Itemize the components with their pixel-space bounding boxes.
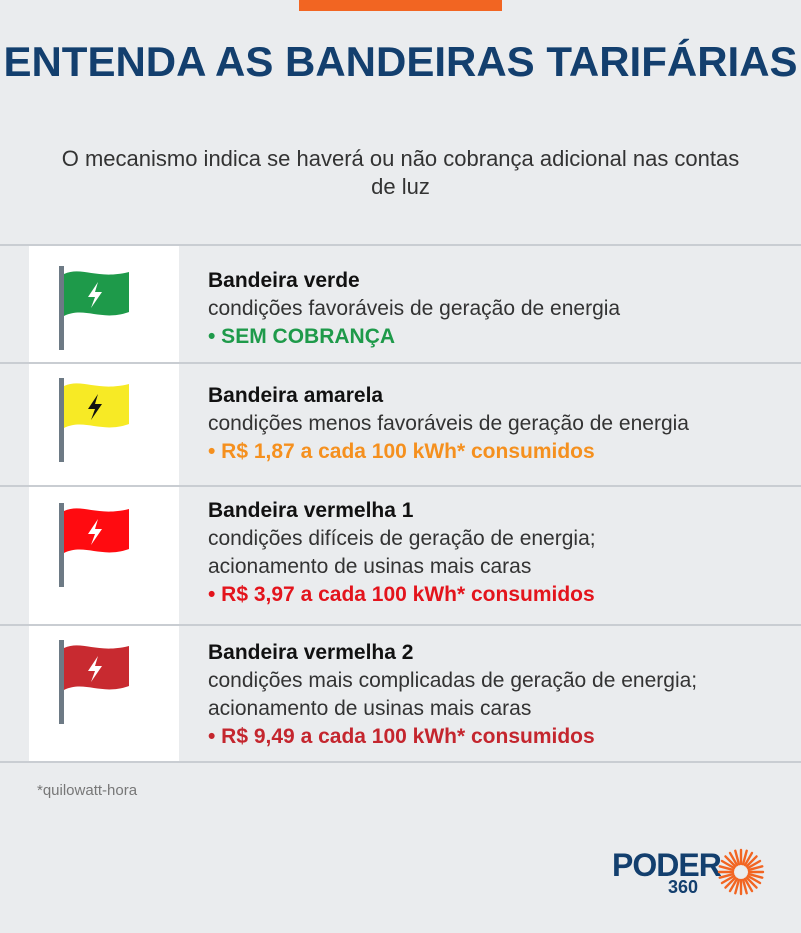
- sun-ray: [724, 876, 737, 889]
- flag-name: Bandeira vermelha 1: [208, 499, 414, 522]
- sun-ray: [747, 865, 764, 872]
- logo-number: 360: [668, 877, 699, 897]
- footnote: *quilowatt-hora: [37, 782, 138, 799]
- logo-word: PODER: [612, 847, 722, 883]
- flag-name: Bandeira vermelha 2: [208, 641, 414, 664]
- sun-ray: [718, 865, 735, 872]
- page-title: ENTENDA AS BANDEIRAS TARIFÁRIAS: [0, 38, 801, 85]
- flag-icon-cell: [29, 364, 179, 485]
- red-flag-icon: [59, 503, 129, 587]
- sun-ray: [718, 872, 735, 879]
- flag-icon-cell: [29, 487, 179, 624]
- flag-name: Bandeira amarela: [208, 384, 384, 407]
- sun-ray: [724, 855, 737, 868]
- poder360-logo: PODER 360: [612, 848, 772, 898]
- flag-description: condições favoráveis de geração de energ…: [208, 297, 621, 320]
- sun-ray: [743, 851, 754, 867]
- sun-icon: [717, 848, 765, 896]
- flag-description: condições difíceis de geração de energia…: [208, 527, 596, 578]
- sun-ray: [728, 877, 739, 893]
- flag-description: condições menos favoráveis de geração de…: [208, 412, 689, 435]
- sun-ray: [747, 872, 764, 879]
- flag-cost: • R$ 3,97 a cada 100 kWh* consumidos: [208, 583, 595, 606]
- flag-description: condições mais complicadas de geração de…: [208, 669, 698, 720]
- sun-ray: [746, 859, 762, 870]
- dark-red-flag-icon: [59, 640, 129, 724]
- sun-ray: [745, 855, 758, 868]
- sun-ray: [746, 874, 762, 885]
- page-subtitle-text: O mecanismo indica se haverá ou não cobr…: [61, 146, 740, 199]
- yellow-flag-icon: [59, 378, 129, 462]
- sun-ray: [734, 878, 741, 895]
- page-title-text: ENTENDA AS BANDEIRAS TARIFÁRIAS: [3, 38, 798, 85]
- page-subtitle: O mecanismo indica se haverá ou não cobr…: [0, 145, 801, 201]
- flag-cost: • R$ 1,87 a cada 100 kWh* consumidos: [208, 440, 595, 463]
- sun-ray: [734, 849, 741, 866]
- flag-row-yellow: Bandeira amarela condições menos favoráv…: [0, 362, 801, 485]
- sun-ray: [728, 851, 739, 867]
- flag-icon-cell: [29, 246, 179, 362]
- green-flag-icon: [59, 266, 129, 350]
- sun-ray: [741, 849, 748, 866]
- flag-row-red-1: Bandeira vermelha 1 condições difíceis d…: [0, 485, 801, 624]
- flag-list: Bandeira verde condições favoráveis de g…: [0, 244, 801, 763]
- flag-row-red-2: Bandeira vermelha 2 condições mais compl…: [0, 624, 801, 763]
- top-accent-bar: [299, 0, 502, 11]
- flag-cost: • SEM COBRANÇA: [208, 325, 396, 348]
- sun-ray: [720, 859, 736, 870]
- sun-ray: [743, 877, 754, 893]
- flag-name: Bandeira verde: [208, 269, 360, 292]
- flag-row-green: Bandeira verde condições favoráveis de g…: [0, 244, 801, 362]
- flag-icon-cell: [29, 626, 179, 761]
- sun-ray: [745, 876, 758, 889]
- flag-cost: • R$ 9,49 a cada 100 kWh* consumidos: [208, 725, 595, 748]
- sun-ray: [741, 878, 748, 895]
- sun-ray: [720, 874, 736, 885]
